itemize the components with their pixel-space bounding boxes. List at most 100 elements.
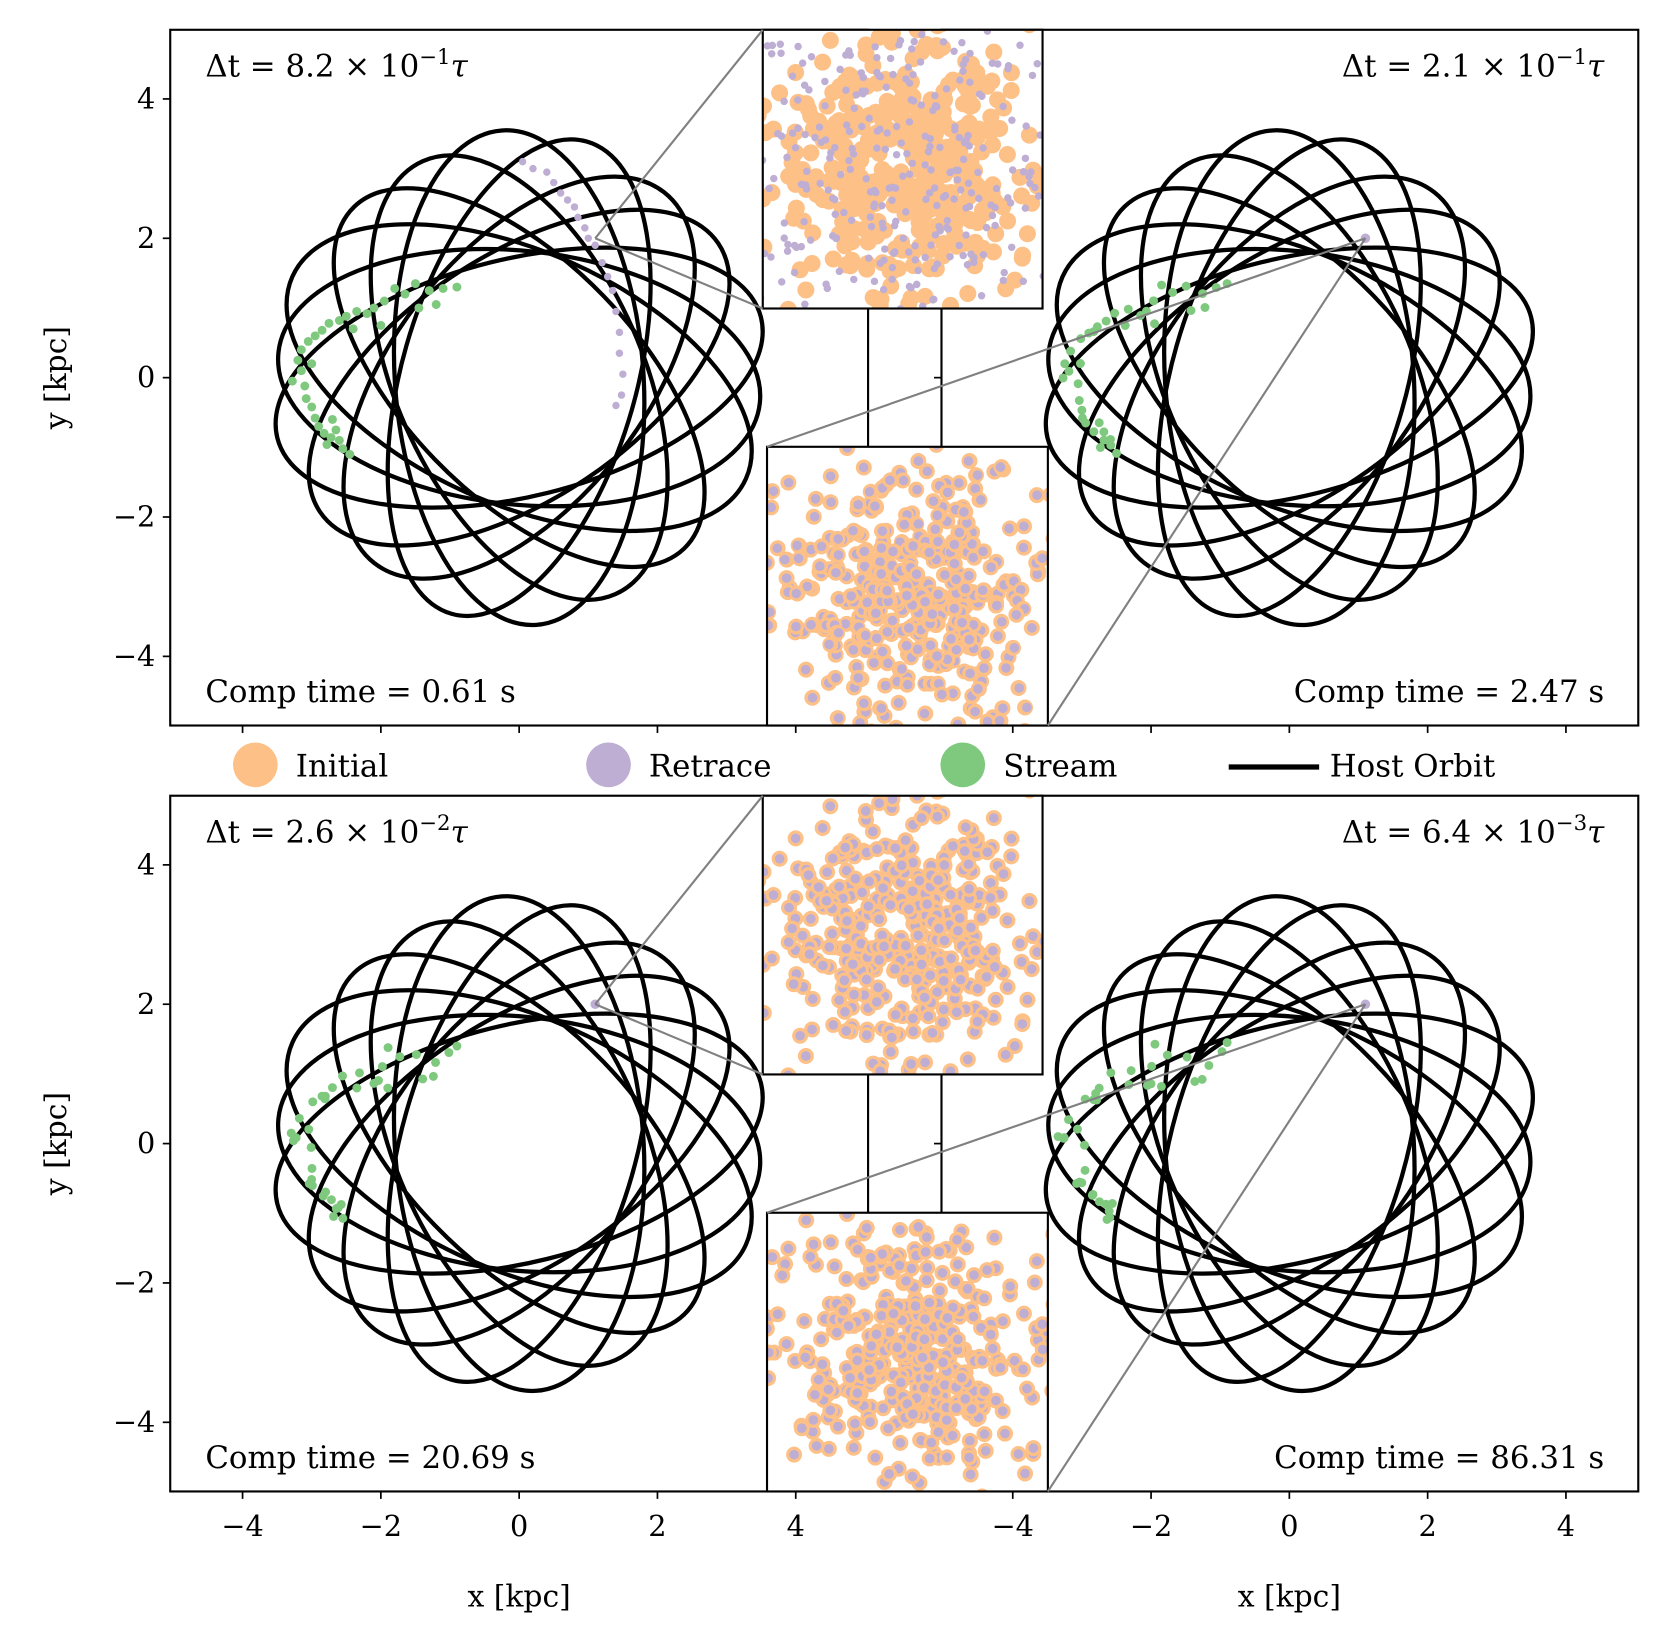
retrace-point (919, 1334, 930, 1345)
initial-point (824, 83, 842, 102)
retrace-point (848, 1442, 859, 1453)
retrace-point (913, 280, 921, 289)
stream-points (287, 279, 462, 459)
retrace-point (1051, 633, 1061, 643)
retrace-point (969, 1270, 979, 1280)
retrace-point (858, 462, 869, 473)
retrace-point (807, 1426, 818, 1437)
stream-point (1066, 346, 1076, 356)
initial-point (886, 73, 904, 91)
stream-point (319, 428, 329, 438)
retrace-point (937, 1017, 948, 1027)
retrace-point (936, 143, 944, 152)
stream-point (1079, 1140, 1089, 1150)
initial-point (893, 431, 909, 447)
stream-point (355, 1068, 364, 1078)
host-orbit-loop (341, 174, 697, 581)
retrace-point (852, 1244, 863, 1255)
retrace-point (954, 166, 962, 175)
retrace-point (1037, 553, 1048, 564)
initial-point (728, 906, 744, 922)
retrace-point (1027, 168, 1035, 176)
retrace-point (934, 923, 944, 934)
retrace-point (783, 477, 794, 488)
retrace-point (858, 327, 865, 334)
initial-point (1080, 1353, 1096, 1369)
retrace-point (912, 484, 922, 495)
stream-point (327, 1083, 337, 1093)
initial-point (900, 134, 918, 152)
retrace-point (997, 616, 1007, 627)
retrace-point (777, 49, 785, 57)
retrace-point (935, 1285, 945, 1296)
y-tick-label: −2 (113, 500, 155, 534)
retrace-point (928, 1350, 938, 1361)
retrace-point (919, 992, 930, 1003)
retrace-point (885, 1112, 895, 1122)
retrace-point (739, 218, 746, 225)
retrace-point (861, 1223, 872, 1233)
retrace-point (942, 487, 953, 498)
retrace-point (985, 1329, 996, 1340)
retrace-point (905, 118, 914, 126)
retrace-point (983, 29, 992, 35)
retrace-point (895, 1438, 906, 1448)
initial-point (820, 172, 838, 190)
stream-point (369, 303, 379, 313)
stream-point (314, 421, 324, 431)
retrace-point (1019, 1308, 1029, 1319)
retrace-point (959, 846, 970, 856)
retrace-point (877, 930, 888, 941)
retrace-point (951, 1403, 962, 1413)
host-orbit-loop (1046, 246, 1533, 509)
retrace-point (790, 893, 800, 903)
initial-point (742, 600, 758, 616)
retrace-point (822, 867, 832, 877)
y-tick-label: 2 (137, 221, 155, 255)
retrace-point (937, 689, 947, 700)
initial-point (851, 779, 867, 795)
stream-point (1060, 359, 1070, 369)
stream-point (1099, 435, 1109, 445)
retrace-point (891, 248, 899, 256)
retrace-point (868, 826, 878, 837)
stream-point (322, 440, 332, 450)
initial-point (880, 0, 897, 5)
retrace-point (788, 129, 797, 137)
retrace-point (931, 231, 940, 239)
initial-point (1065, 114, 1082, 131)
retrace-point (933, 536, 943, 547)
retrace-point (900, 940, 911, 951)
retrace-point (850, 275, 858, 284)
retrace-point (762, 1008, 769, 1018)
initial-point (889, 744, 905, 760)
retrace-point (794, 124, 802, 132)
retrace-point (1009, 576, 1019, 586)
retrace-point (687, 141, 694, 148)
initial-point (1055, 1428, 1071, 1444)
retrace-point (907, 886, 918, 897)
stream-point (333, 1203, 343, 1213)
stream-point (1081, 418, 1091, 428)
initial-point (1100, 1321, 1116, 1337)
inset-connector (594, 29, 764, 239)
initial-point (1054, 1413, 1070, 1429)
retrace-point (810, 494, 821, 504)
retrace-point (979, 663, 989, 673)
initial-point (1044, 1384, 1048, 1398)
retrace-point (1004, 523, 1014, 534)
retrace-point (902, 679, 913, 690)
retrace-point (794, 42, 802, 51)
retrace-point (892, 122, 901, 131)
retrace-point (612, 401, 620, 410)
subplot-4: −4 −2 0 2 4 Δt = 6.4 × 10−3τ Comp time = 86.31… (934, 794, 1640, 1543)
retrace-point (791, 588, 802, 599)
retrace-point (992, 184, 1001, 193)
retrace-point (899, 172, 907, 180)
stream-point (307, 402, 317, 412)
stream-point (338, 1071, 347, 1081)
retrace-point (860, 806, 871, 816)
subplot-1: −4 −2 0 2 4 Δt = 8.2 × 10−1τ Comp time = 0.61 … (113, 28, 870, 733)
host-orbit-loop (331, 186, 707, 570)
initial-point (1053, 523, 1069, 539)
